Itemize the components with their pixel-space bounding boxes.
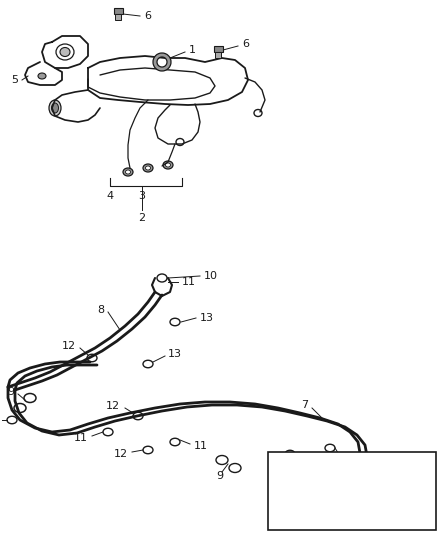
Text: 12: 12 — [114, 449, 128, 459]
Text: 14: 14 — [348, 463, 362, 473]
Ellipse shape — [123, 168, 133, 176]
Bar — [268, 452, 436, 530]
Ellipse shape — [56, 44, 74, 60]
Ellipse shape — [145, 166, 151, 170]
Ellipse shape — [52, 103, 59, 113]
Bar — [115, 14, 121, 20]
Text: 4: 4 — [106, 191, 113, 201]
Text: 6: 6 — [144, 11, 151, 21]
Bar — [114, 8, 123, 14]
Text: 5: 5 — [11, 75, 18, 85]
Text: 9: 9 — [216, 471, 223, 481]
Text: 12: 12 — [62, 341, 76, 351]
Ellipse shape — [143, 164, 153, 172]
Text: 13: 13 — [279, 467, 293, 477]
Text: 10: 10 — [412, 475, 426, 485]
Text: 11: 11 — [182, 277, 196, 287]
Text: 10: 10 — [204, 271, 218, 281]
Text: 13: 13 — [168, 349, 182, 359]
Text: 6: 6 — [242, 39, 249, 49]
Text: 7: 7 — [301, 400, 308, 410]
Text: (DRUM): (DRUM) — [334, 519, 374, 529]
Ellipse shape — [60, 47, 70, 56]
Ellipse shape — [38, 73, 46, 79]
Text: 11: 11 — [194, 441, 208, 451]
Ellipse shape — [163, 161, 173, 169]
Ellipse shape — [49, 100, 61, 116]
Ellipse shape — [166, 163, 170, 167]
Bar — [214, 46, 223, 52]
Ellipse shape — [126, 170, 131, 174]
Bar — [215, 52, 221, 58]
Text: 13: 13 — [333, 455, 347, 465]
Text: 9: 9 — [7, 387, 14, 397]
Text: 13: 13 — [200, 313, 214, 323]
Text: 12: 12 — [106, 401, 120, 411]
Ellipse shape — [157, 274, 167, 282]
Text: 2: 2 — [138, 213, 145, 223]
Text: 3: 3 — [138, 191, 145, 201]
Text: 11: 11 — [74, 433, 88, 443]
Text: 8: 8 — [97, 305, 104, 315]
Text: 1: 1 — [189, 45, 196, 55]
